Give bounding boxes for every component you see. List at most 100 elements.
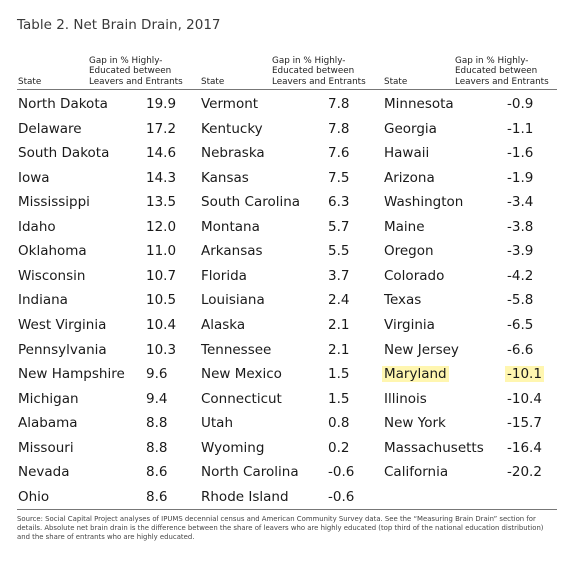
header-state: State	[201, 77, 225, 87]
state-name: Indiana	[18, 292, 68, 309]
state-name: Pennsylvania	[18, 341, 107, 358]
state-name: Mississippi	[18, 194, 90, 211]
state-name: Ohio	[18, 488, 50, 505]
table-row: Idaho 12.0	[17, 216, 200, 241]
table-row: Montana 5.7	[200, 216, 383, 241]
state-name: North Dakota	[18, 96, 108, 112]
table-row: Alaska 2.1	[200, 314, 383, 339]
table-row: Maine -3.8	[383, 216, 566, 241]
table-row: Colorado -4.2	[383, 265, 566, 290]
header-divider	[17, 89, 557, 90]
gap-value: 7.6	[328, 145, 350, 162]
footer-divider	[17, 509, 557, 510]
header-gap-line: Educated between	[272, 66, 355, 76]
state-name: Washington	[384, 194, 464, 211]
table-row: South Carolina 6.3	[200, 191, 383, 216]
header-gap: Gap in % Highly- Educated between Leaver…	[272, 56, 366, 88]
state-name: Colorado	[384, 267, 445, 284]
header-group-1: State Gap in % Highly- Educated between …	[17, 51, 200, 88]
table-row: Iowa 14.3	[17, 167, 200, 192]
gap-value: 10.5	[146, 292, 177, 309]
table-row: North Dakota 19.9	[17, 93, 200, 118]
table-row: Missouri 8.8	[17, 437, 200, 462]
table-row: Wyoming 0.2	[200, 437, 383, 462]
table-row: Nevada 8.6	[17, 461, 200, 486]
state-name: Florida	[201, 267, 247, 284]
gap-value: -3.8	[507, 218, 534, 235]
gap-value: 2.4	[328, 292, 350, 309]
gap-value: -1.6	[507, 145, 534, 162]
state-name: North Carolina	[201, 464, 299, 481]
state-name: California	[384, 464, 449, 481]
state-name: Hawaii	[384, 145, 430, 162]
table-header: State Gap in % Highly- Educated between …	[17, 51, 557, 88]
gap-value: -4.2	[507, 267, 534, 284]
gap-value: 3.7	[328, 267, 350, 284]
header-gap-line: Gap in % Highly-	[455, 55, 529, 66]
gap-value: -6.6	[507, 341, 534, 358]
gap-value: -1.1	[507, 120, 534, 137]
table-row: Vermont 7.8	[200, 93, 383, 118]
gap-value: -15.7	[507, 415, 542, 432]
table-row: Arizona -1.9	[383, 167, 566, 192]
gap-value: 10.7	[146, 267, 177, 284]
state-name: Virginia	[384, 316, 435, 333]
state-name: Kentucky	[201, 120, 263, 137]
table-row: Rhode Island -0.6	[200, 486, 383, 511]
header-group-3: State Gap in % Highly- Educated between …	[383, 51, 557, 88]
header-gap-line: Educated between	[455, 66, 538, 76]
table-row: West Virginia 10.4	[17, 314, 200, 339]
table-title: Table 2. Net Brain Drain, 2017	[17, 17, 221, 33]
gap-value: -3.4	[507, 194, 534, 211]
state-name: Connecticut	[201, 390, 282, 407]
gap-value: 7.5	[328, 169, 350, 186]
header-state: State	[384, 77, 408, 87]
footnote-line: Source: Social Capital Project analyses …	[17, 515, 536, 523]
state-name: Montana	[201, 218, 260, 235]
state-name: Nebraska	[201, 145, 265, 162]
table-row: Alabama 8.8	[17, 412, 200, 437]
state-name: Vermont	[201, 96, 259, 112]
table-row: Tennessee 2.1	[200, 339, 383, 364]
table-row: New Mexico 1.5	[200, 363, 383, 388]
gap-value: 13.5	[146, 194, 177, 211]
table-row: Hawaii -1.6	[383, 142, 566, 167]
state-name: Delaware	[18, 120, 82, 137]
gap-value: 7.8	[328, 120, 350, 137]
header-gap-line: Leavers and Entrants	[455, 76, 549, 87]
state-name: Nevada	[18, 464, 70, 481]
table-row: Virginia -6.5	[383, 314, 566, 339]
gap-value: -0.9	[507, 96, 534, 112]
table-row: Arkansas 5.5	[200, 240, 383, 265]
state-name: Alaska	[201, 316, 246, 333]
table-body: North Dakota 19.9 Delaware 17.2 South Dakota…	[17, 93, 557, 508]
gap-value: 17.2	[146, 120, 177, 137]
state-name: Utah	[201, 415, 234, 432]
table-row: New York -15.7	[383, 412, 566, 437]
gap-value: 10.3	[146, 341, 177, 358]
table-row: Kentucky 7.8	[200, 118, 383, 143]
state-name: Louisiana	[201, 292, 265, 309]
state-name: Alabama	[18, 415, 78, 432]
table-row: Utah 0.8	[200, 412, 383, 437]
header-gap-line: Gap in % Highly-	[272, 55, 346, 66]
state-name: Minnesota	[384, 96, 454, 112]
table-row: Indiana 10.5	[17, 289, 200, 314]
table-row: Maryland -10.1	[382, 363, 566, 388]
gap-value: 9.6	[146, 366, 168, 383]
header-gap: Gap in % Highly- Educated between Leaver…	[455, 56, 549, 88]
gap-value: 0.2	[328, 439, 350, 456]
footnote: Source: Social Capital Project analyses …	[17, 515, 557, 542]
table-row: Ohio 8.6	[17, 486, 200, 511]
table-row: New Jersey -6.6	[383, 339, 566, 364]
table-row: Michigan 9.4	[17, 388, 200, 413]
table-row: Washington -3.4	[383, 191, 566, 216]
table-row: Georgia -1.1	[383, 118, 566, 143]
state-name: Missouri	[18, 439, 74, 456]
footnote-line: and the share of entrants who are highly…	[17, 533, 195, 541]
gap-value: 5.5	[328, 243, 350, 260]
header-gap-line: Leavers and Entrants	[89, 76, 183, 87]
state-name: Arkansas	[201, 243, 263, 260]
state-name: Wyoming	[201, 439, 265, 456]
state-name: New Hampshire	[18, 366, 125, 383]
